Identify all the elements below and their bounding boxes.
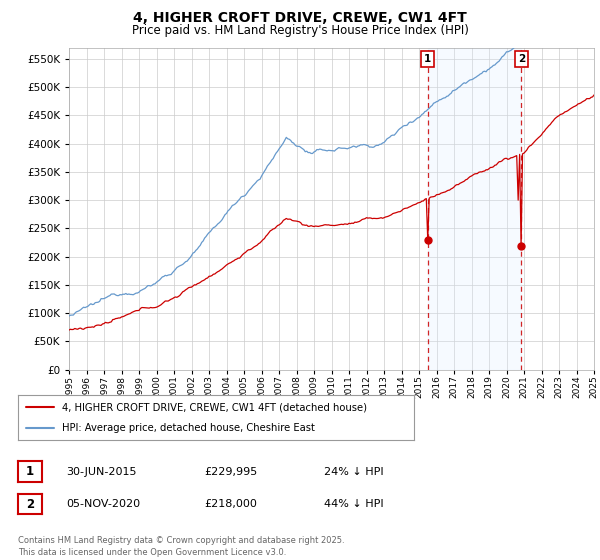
Text: 2: 2 <box>518 54 525 64</box>
Text: 1: 1 <box>26 465 34 478</box>
Text: 4, HIGHER CROFT DRIVE, CREWE, CW1 4FT (detached house): 4, HIGHER CROFT DRIVE, CREWE, CW1 4FT (d… <box>62 402 367 412</box>
Text: £229,995: £229,995 <box>204 466 257 477</box>
Bar <box>428 48 521 370</box>
Text: 2: 2 <box>26 497 34 511</box>
Text: £218,000: £218,000 <box>204 499 257 509</box>
Text: 30-JUN-2015: 30-JUN-2015 <box>66 466 137 477</box>
Text: 24% ↓ HPI: 24% ↓ HPI <box>324 466 383 477</box>
Text: 44% ↓ HPI: 44% ↓ HPI <box>324 499 383 509</box>
Text: 05-NOV-2020: 05-NOV-2020 <box>66 499 140 509</box>
Text: Contains HM Land Registry data © Crown copyright and database right 2025.
This d: Contains HM Land Registry data © Crown c… <box>18 536 344 557</box>
Text: HPI: Average price, detached house, Cheshire East: HPI: Average price, detached house, Ches… <box>62 423 314 433</box>
Text: Price paid vs. HM Land Registry's House Price Index (HPI): Price paid vs. HM Land Registry's House … <box>131 24 469 36</box>
Text: 1: 1 <box>424 54 431 64</box>
Text: 4, HIGHER CROFT DRIVE, CREWE, CW1 4FT: 4, HIGHER CROFT DRIVE, CREWE, CW1 4FT <box>133 11 467 25</box>
